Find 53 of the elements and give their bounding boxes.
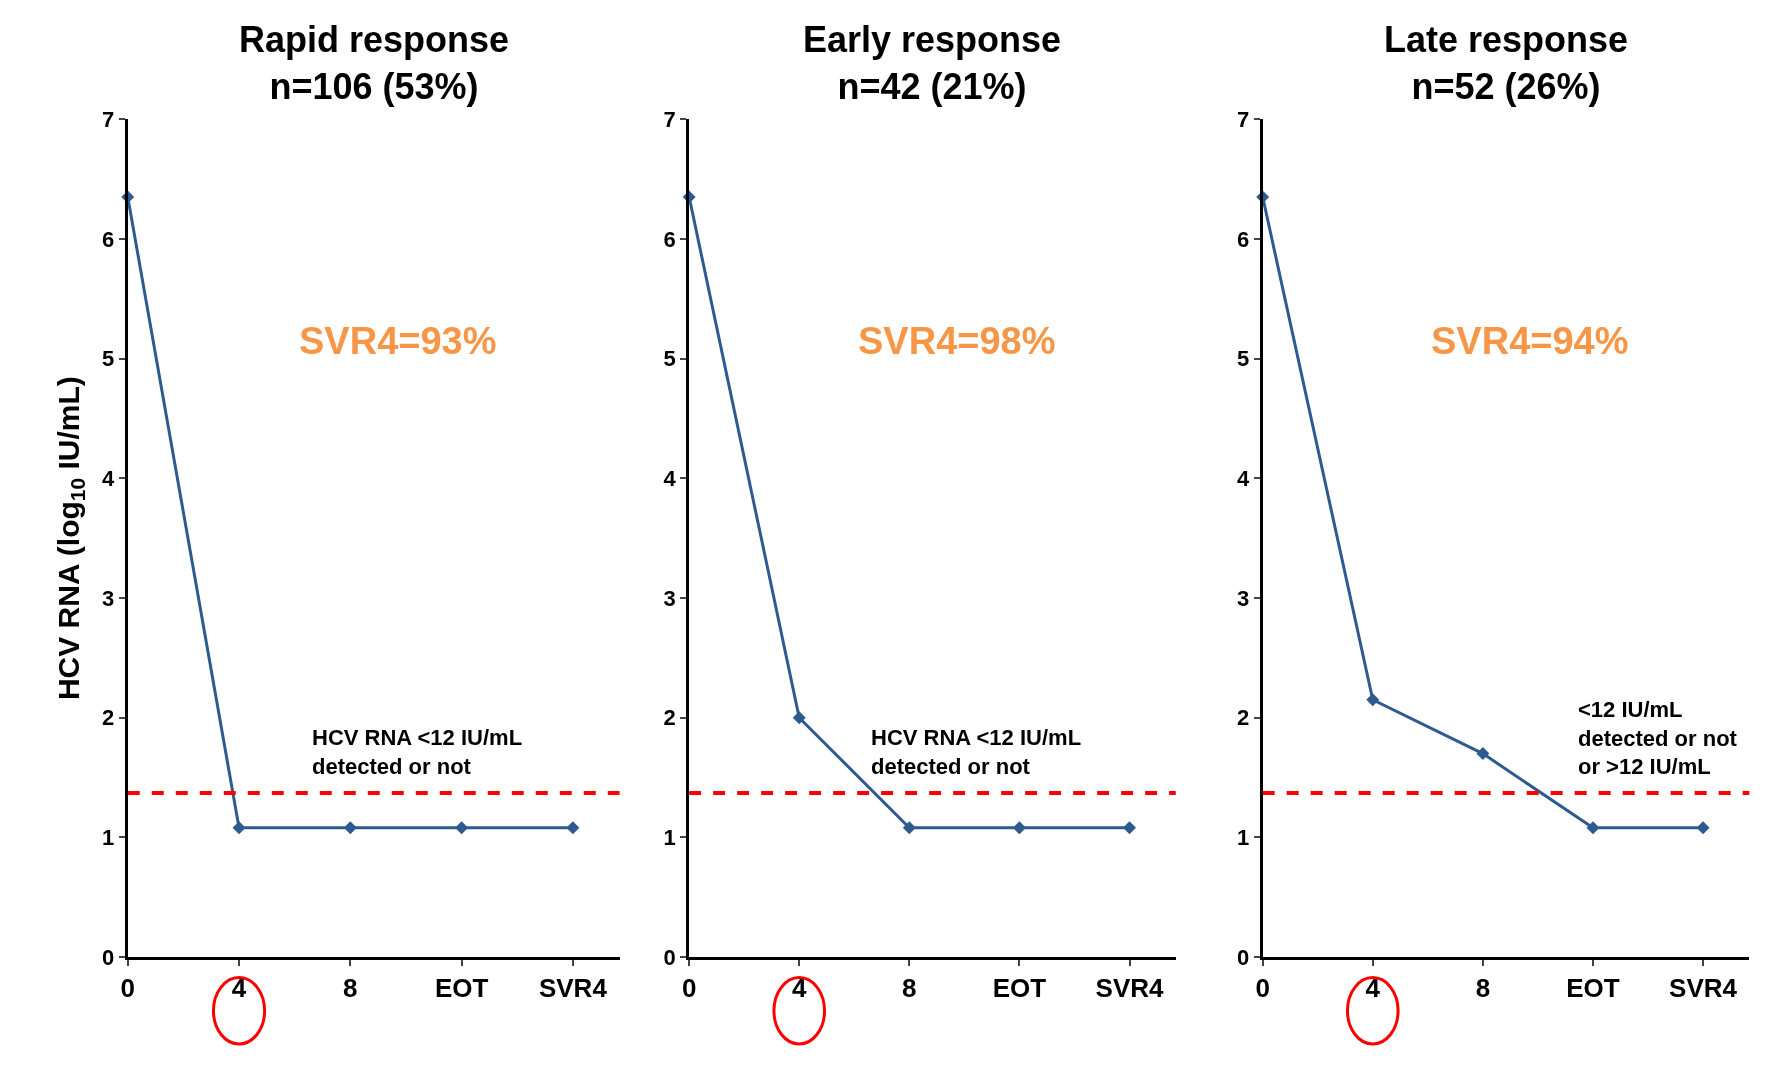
x-tick-label: 4	[792, 973, 807, 1004]
y-tick-label: 0	[1237, 944, 1250, 970]
point	[1123, 821, 1137, 835]
x-tick-label: 8	[902, 973, 917, 1004]
x-tick-label: SVR4	[1669, 973, 1738, 1004]
x-tick-label: 4	[231, 973, 247, 1004]
y-tick-label: 5	[663, 346, 676, 372]
annotation: SVR4=93%	[299, 320, 497, 362]
y-tick-label: 6	[102, 226, 115, 252]
y-tick-label: 4	[663, 465, 677, 491]
y-tick-label: 0	[102, 944, 115, 970]
y-tick-label: 6	[663, 226, 676, 252]
point	[1476, 747, 1490, 761]
y-tick-label: 3	[102, 585, 115, 611]
y-tick-label: 2	[1237, 705, 1250, 731]
point	[792, 711, 806, 725]
y-tick-label: 6	[1237, 226, 1250, 252]
x-tick-label: EOT	[992, 973, 1047, 1004]
x-tick-label: 8	[1475, 973, 1491, 1004]
chart-title: Early response n=42 (21%)	[803, 19, 1062, 107]
annotation: SVR4=94%	[1431, 320, 1629, 362]
y-tick-label: 5	[1237, 346, 1250, 372]
x-tick-label: EOT	[434, 973, 489, 1004]
ref-line-label: HCV RNA <12 IU/mL detected or not	[312, 725, 523, 779]
y-tick-label: 0	[663, 944, 676, 970]
x-tick-label: 4	[1365, 973, 1381, 1004]
y-tick-label: 3	[1237, 585, 1250, 611]
chart-title: Late response n=52 (26%)	[1384, 19, 1629, 107]
point	[902, 821, 916, 835]
point	[1366, 693, 1380, 707]
y-tick-label: 7	[1237, 106, 1250, 132]
annotation: SVR4=98%	[858, 320, 1056, 362]
point	[1586, 821, 1600, 835]
x-tick-label: SVR4	[538, 973, 608, 1004]
ref-line-label: HCV RNA <12 IU/mL detected or not	[871, 725, 1082, 779]
ref-line-label: <12 IU/mL detected or not or >12 IU/mL	[1578, 697, 1738, 780]
y-tick-label: 3	[663, 585, 676, 611]
point	[1696, 821, 1710, 835]
y-tick-label: 4	[102, 465, 116, 491]
y-tick-label: 7	[102, 106, 115, 132]
x-tick-label: EOT	[1566, 973, 1620, 1004]
x-tick-label: 8	[343, 973, 358, 1004]
x-tick-label: SVR4	[1095, 973, 1165, 1004]
chart-title: Rapid response n=106 (53%)	[239, 19, 510, 107]
y-tick-label: 2	[663, 705, 676, 731]
y-tick-label: 5	[102, 346, 115, 372]
y-tick-label: 2	[102, 705, 115, 731]
point	[1012, 821, 1026, 835]
y-tick-label: 4	[1237, 465, 1251, 491]
y-tick-label: 1	[1237, 825, 1250, 851]
y-tick-label: 1	[102, 825, 115, 851]
y-tick-label: 1	[663, 825, 676, 851]
y-tick-label: 7	[663, 106, 676, 132]
